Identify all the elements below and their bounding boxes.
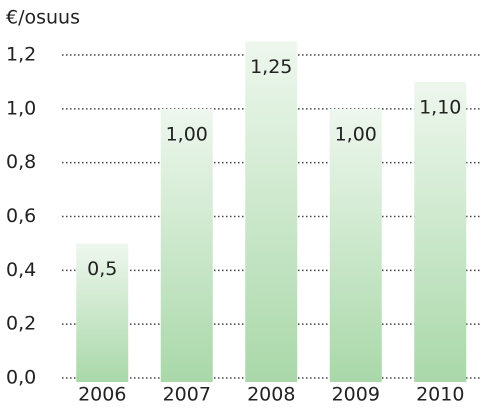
bar <box>160 108 213 382</box>
bar <box>76 243 129 382</box>
y-tick-label: 0,8 <box>6 151 36 173</box>
x-tick-label: 2010 <box>416 384 464 406</box>
value-label: 1,00 <box>166 123 208 145</box>
value-label: 1,25 <box>250 56 292 78</box>
bar <box>329 108 382 382</box>
value-label: 1,00 <box>335 123 377 145</box>
y-tick-label: 1,0 <box>6 97 36 119</box>
y-axis-label: €/osuus <box>6 7 80 29</box>
bar <box>245 41 298 383</box>
y-tick-label: 0,4 <box>6 259 36 281</box>
y-tick-label: 0,0 <box>6 367 36 389</box>
y-tick-label: 1,2 <box>6 44 36 66</box>
y-tick-label: 0,6 <box>6 205 36 227</box>
x-tick-label: 2007 <box>163 384 211 406</box>
value-label: 1,10 <box>419 96 461 118</box>
y-tick-label: 0,2 <box>6 313 36 335</box>
x-tick-label: 2008 <box>247 384 295 406</box>
x-tick-label: 2009 <box>332 384 380 406</box>
value-label: 0,5 <box>87 258 117 280</box>
bar <box>414 81 467 383</box>
x-tick-label: 2006 <box>78 384 126 406</box>
